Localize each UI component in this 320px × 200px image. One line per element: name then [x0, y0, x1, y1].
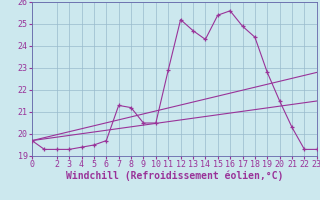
X-axis label: Windchill (Refroidissement éolien,°C): Windchill (Refroidissement éolien,°C)	[66, 171, 283, 181]
